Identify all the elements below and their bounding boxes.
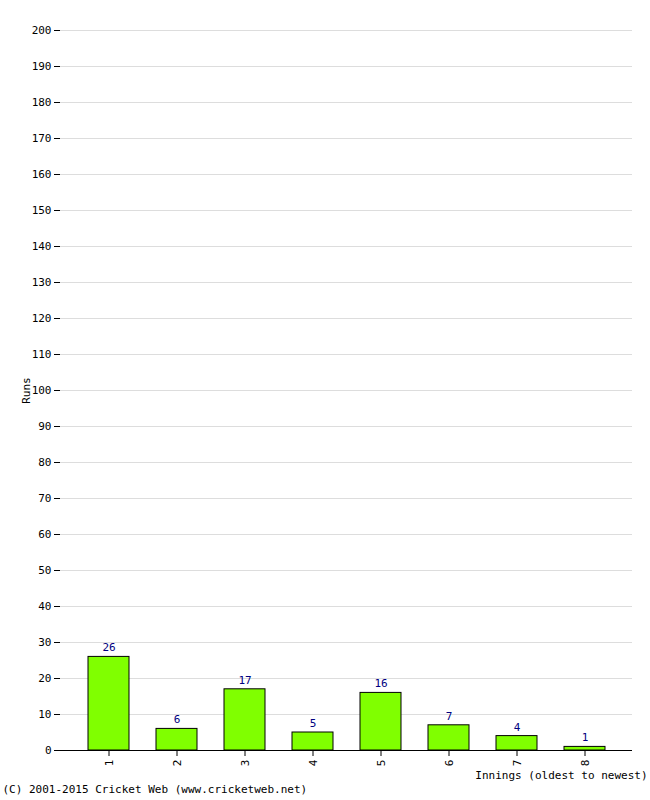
svg-text:170: 170 bbox=[32, 132, 52, 145]
svg-text:6: 6 bbox=[443, 760, 456, 767]
svg-text:26: 26 bbox=[102, 641, 115, 654]
svg-text:1: 1 bbox=[103, 760, 116, 767]
svg-text:2: 2 bbox=[171, 760, 184, 767]
svg-text:16: 16 bbox=[374, 677, 387, 690]
svg-text:1: 1 bbox=[582, 731, 589, 744]
svg-text:40: 40 bbox=[38, 600, 51, 613]
svg-text:3: 3 bbox=[239, 760, 252, 767]
svg-text:8: 8 bbox=[579, 760, 592, 767]
svg-text:(C) 2001-2015 Cricket Web (www: (C) 2001-2015 Cricket Web (www.cricketwe… bbox=[3, 783, 308, 796]
svg-text:160: 160 bbox=[32, 168, 52, 181]
svg-text:180: 180 bbox=[32, 96, 52, 109]
svg-text:110: 110 bbox=[32, 348, 52, 361]
svg-text:150: 150 bbox=[32, 204, 52, 217]
svg-text:120: 120 bbox=[32, 312, 52, 325]
svg-text:17: 17 bbox=[238, 674, 251, 687]
svg-text:130: 130 bbox=[32, 276, 52, 289]
svg-text:4: 4 bbox=[514, 721, 521, 734]
svg-text:80: 80 bbox=[38, 456, 51, 469]
svg-text:100: 100 bbox=[32, 384, 52, 397]
svg-text:30: 30 bbox=[38, 636, 51, 649]
svg-text:7: 7 bbox=[511, 760, 524, 767]
svg-text:Innings (oldest to newest): Innings (oldest to newest) bbox=[475, 769, 647, 782]
svg-text:200: 200 bbox=[32, 24, 52, 37]
svg-text:5: 5 bbox=[375, 760, 388, 767]
svg-text:50: 50 bbox=[38, 564, 51, 577]
svg-text:10: 10 bbox=[38, 708, 51, 721]
svg-text:0: 0 bbox=[45, 744, 52, 757]
svg-text:6: 6 bbox=[174, 713, 181, 726]
svg-text:5: 5 bbox=[310, 717, 317, 730]
svg-text:190: 190 bbox=[32, 60, 52, 73]
svg-text:4: 4 bbox=[307, 759, 320, 766]
svg-text:90: 90 bbox=[38, 420, 51, 433]
svg-text:60: 60 bbox=[38, 528, 51, 541]
svg-text:Runs: Runs bbox=[20, 377, 33, 404]
svg-text:140: 140 bbox=[32, 240, 52, 253]
svg-text:70: 70 bbox=[38, 492, 51, 505]
svg-text:20: 20 bbox=[38, 672, 51, 685]
svg-text:7: 7 bbox=[446, 710, 453, 723]
